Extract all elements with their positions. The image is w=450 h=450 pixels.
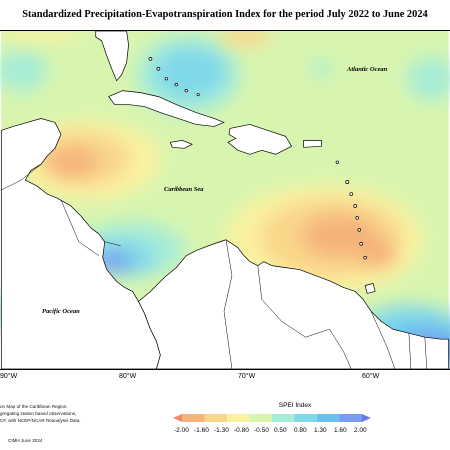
legend-swatch-8 [339,414,363,422]
pacific-ocean-label: Pacific Ocean [42,308,80,315]
legend-tick-label: -0.80 [234,427,249,434]
legend-swatch-1 [182,414,205,422]
legend-swatch-7 [317,414,340,422]
legend-tick-label: -2.00 [174,427,189,434]
atlantic-ocean-label: Atlantic Ocean [347,66,388,73]
legend-swatch-3 [227,414,250,422]
legend-swatch-4 [249,414,273,422]
lon-tick-90w: 90°W [0,373,18,380]
map-title: Standardized Precipitation-Evapotranspir… [22,9,428,20]
jamaica [169,140,193,149]
credit-text: CIMH June 2024 [8,438,43,443]
hispaniola [227,124,292,155]
cuba [108,90,225,127]
legend-tick-label: 2.00 [354,427,367,434]
legend-tick-label: 0.50 [274,427,287,434]
legend-tick-label: 1.30 [314,427,327,434]
legend-colorbar [173,414,371,422]
note-line-2: gregating station based observations, [0,411,77,416]
lon-tick-80w: 80°W [119,373,137,380]
lon-tick-60w: 60°W [362,373,380,380]
legend-swatch-6 [294,414,318,422]
legend-swatch-9 [362,414,371,422]
legend-tick-label: 1.60 [334,427,347,434]
note-line-3: CF, with NCEP/NCAR Reanalysis Data. [0,418,81,423]
legend-title: SPEI Index [278,402,312,409]
legend-swatch-2 [204,414,228,422]
puerto-rico [303,140,322,148]
south-america [138,239,450,369]
legend-tick-label: -0.50 [254,427,269,434]
legend-tick-label: -1.30 [214,427,229,434]
spei-map [0,30,450,370]
legend-tick-label: 0.80 [294,427,307,434]
legend-swatch-5 [272,414,295,422]
trinidad [364,283,376,294]
caribbean-sea-label: Caribbean Sea [164,186,204,193]
note-line-1: on Map of the Caribbean Region. [0,404,68,409]
lon-tick-70w: 70°W [238,373,256,380]
florida [95,31,129,82]
legend-swatch-0 [173,414,182,422]
legend-tick-label: -1.60 [194,427,209,434]
